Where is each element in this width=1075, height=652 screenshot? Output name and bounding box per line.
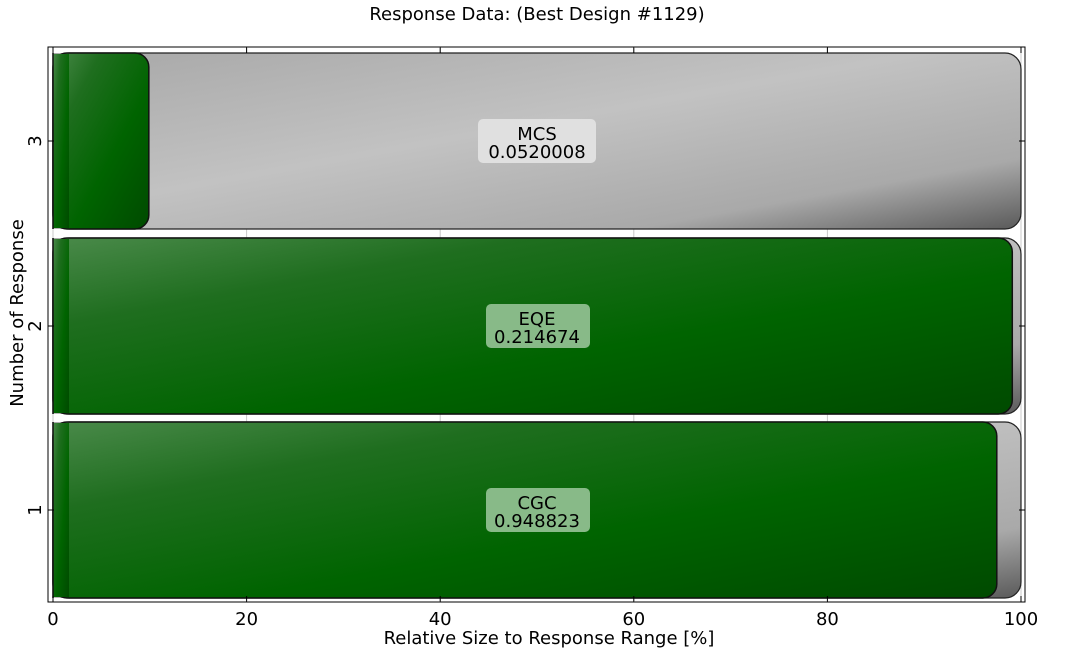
x-tick-label: 40 — [429, 609, 452, 630]
tick-layer: 0 20 40 60 80 100 1 2 3 — [25, 47, 1038, 630]
data-label-name: EQE — [519, 309, 556, 330]
chart-title: Response Data: (Best Design #1129) — [369, 4, 704, 25]
data-label-value: 0.0520008 — [488, 142, 585, 163]
bar-edge — [53, 423, 69, 597]
y-tick-label: 3 — [25, 135, 46, 146]
y-tick-label: 2 — [25, 320, 46, 331]
bar-edge — [53, 239, 69, 413]
y-axis-label: Number of Response — [7, 219, 28, 407]
x-tick-label: 100 — [1004, 609, 1038, 630]
x-tick-label: 0 — [47, 609, 58, 630]
x-axis-label: Relative Size to Response Range [%] — [384, 628, 715, 649]
data-label-box — [486, 488, 590, 532]
data-label-value: 0.214674 — [494, 327, 580, 348]
y-tick-label: 1 — [25, 504, 46, 515]
data-label-name: MCS — [517, 124, 557, 145]
x-tick-label: 20 — [235, 609, 258, 630]
data-label-value: 0.948823 — [494, 511, 580, 532]
data-label-box — [486, 304, 590, 348]
x-tick-label: 80 — [816, 609, 839, 630]
x-tick-label: 60 — [622, 609, 645, 630]
data-label-name: CGC — [517, 493, 556, 514]
data-label-box — [478, 119, 596, 163]
bar-edge — [53, 54, 69, 228]
